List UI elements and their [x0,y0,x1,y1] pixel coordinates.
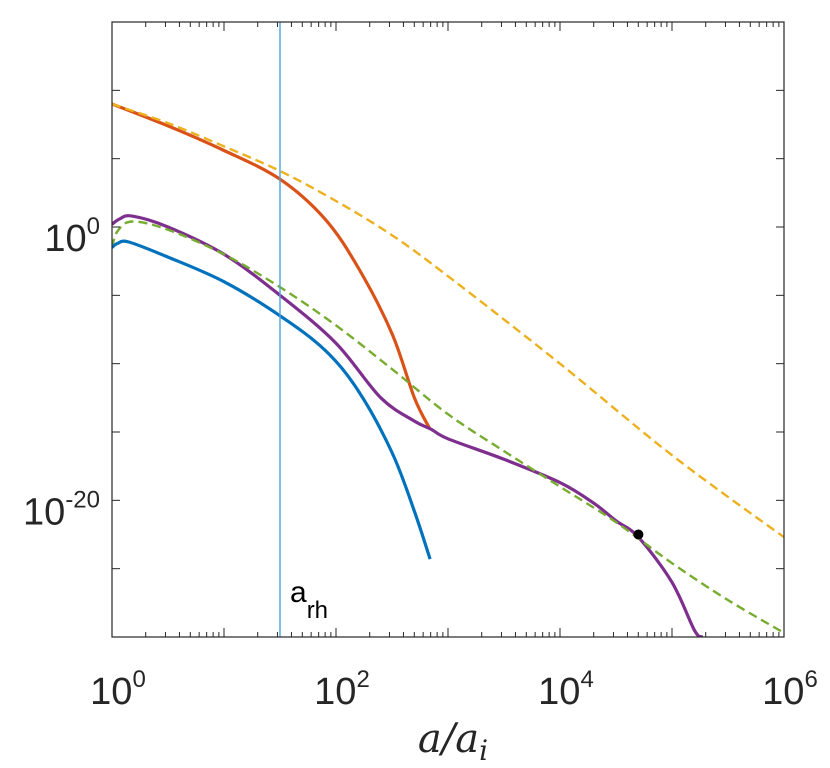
series-line-4 [112,220,784,634]
series-line-1 [112,102,432,431]
series-layer [112,102,784,637]
y-tick-label-base: 10 [23,491,65,533]
y-tick-label: 100 [44,213,100,260]
series-line-3 [112,214,704,637]
x-axis-label-sub: i [479,734,488,767]
x-tick-label-base: 10 [538,671,580,713]
reference-line-label-sub: rh [307,597,328,624]
x-axis-label-base: a/a [418,716,479,762]
series-line-2 [112,102,784,539]
y-tick-label-base: 10 [44,218,86,260]
x-tick-label-base: 10 [762,671,804,713]
x-tick-label-base: 10 [314,671,356,713]
x-axis-label: a/ai [418,716,488,767]
x-tick-label-exp: 2 [356,666,369,693]
reference-line-label: arh [290,576,328,624]
x-tick-label-exp: 4 [580,666,593,693]
x-tick-label: 100 [90,666,146,713]
x-tick-label: 104 [538,666,594,713]
plot-frame [111,21,785,638]
data-marker [633,529,644,540]
y-tick-label-exp: -20 [65,486,100,513]
y-tick-label-exp: 0 [87,213,100,240]
x-tick-label-exp: 0 [132,666,145,693]
y-tick-label: 10-20 [23,486,100,533]
marker-layer [633,529,644,540]
tick-layer [111,21,785,638]
x-tick-label-exp: 6 [804,666,817,693]
x-tick-label-base: 10 [90,671,132,713]
x-tick-label: 106 [762,666,818,713]
x-tick-label: 102 [314,666,370,713]
reference-line-label-base: a [290,576,307,609]
